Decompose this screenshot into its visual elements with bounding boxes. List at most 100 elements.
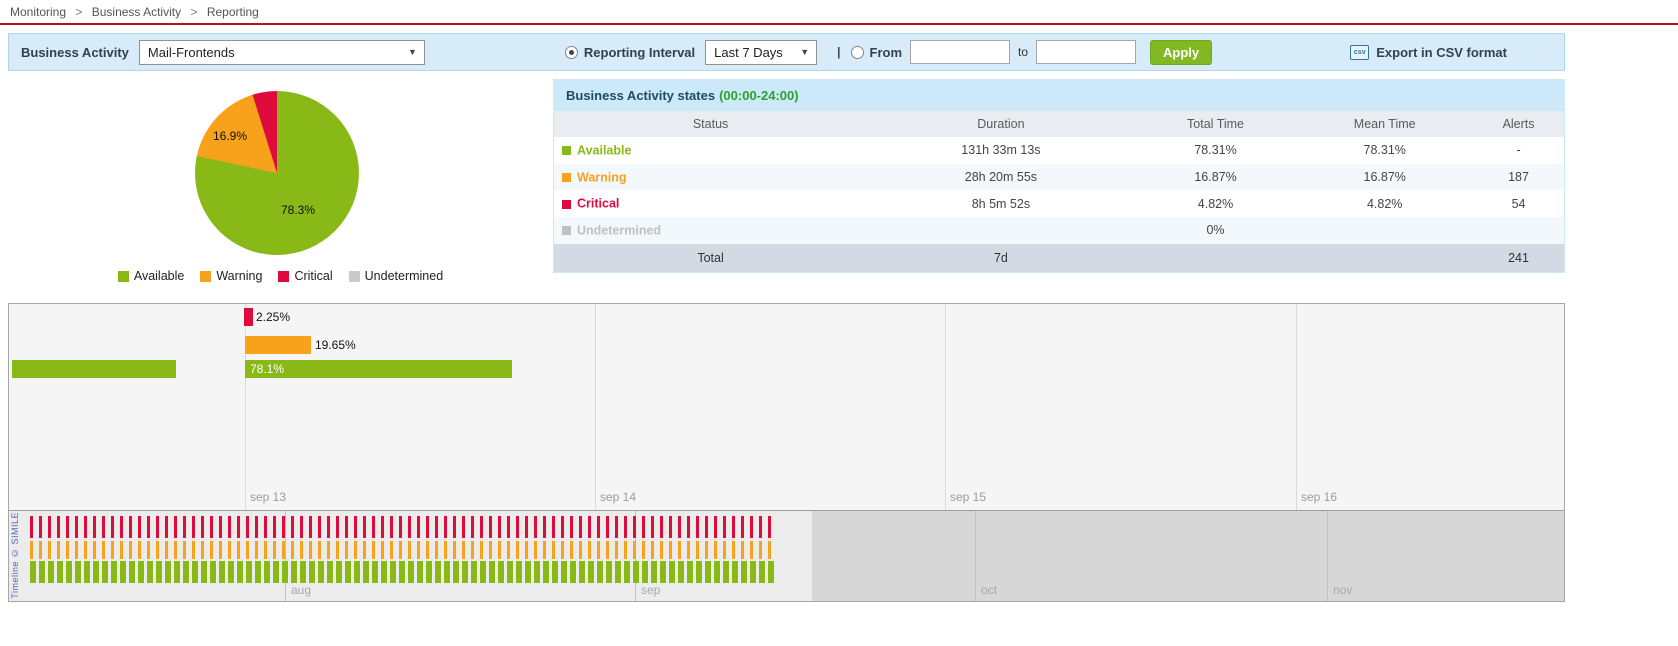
timeline-event-tick: [660, 561, 666, 583]
timeline-month-label: nov: [1333, 583, 1353, 597]
timeline-event-tick: [750, 541, 753, 559]
reporting-interval-radio[interactable]: [564, 45, 578, 59]
total-time-value: 78.31%: [1194, 143, 1237, 158]
timeline-event-tick: [723, 541, 726, 559]
timeline-event-tick: [147, 541, 150, 559]
timeline-bar-warning: [245, 336, 311, 354]
timeline-event-tick: [156, 516, 159, 538]
timeline-event-tick: [381, 561, 387, 583]
timeline-event-tick: [525, 561, 531, 583]
status-label: Critical: [577, 197, 620, 212]
status-swatch-available: [562, 146, 571, 156]
breadcrumb: Monitoring > Business Activity > Reporti…: [0, 0, 1678, 23]
apply-button[interactable]: Apply: [1150, 39, 1213, 65]
breadcrumb-reporting[interactable]: Reporting: [206, 5, 259, 19]
timeline-event-tick: [696, 561, 702, 583]
business-activity-label: Business Activity: [21, 44, 129, 60]
timeline-event-tick: [66, 561, 72, 583]
timeline-event-tick: [750, 561, 756, 583]
col-total-time: Total Time: [1134, 111, 1297, 137]
timeline-event-tick: [507, 561, 513, 583]
timeline-event-tick: [57, 561, 63, 583]
duration-value: [867, 217, 1135, 244]
timeline-event-tick: [651, 541, 654, 559]
timeline-event-tick: [237, 561, 243, 583]
timeline-event-tick: [282, 516, 285, 538]
legend-item-critical: Critical: [278, 269, 333, 283]
timeline-overview-band[interactable]: Timeline © SIMILE aug sep oct nov: [9, 510, 1564, 601]
timeline-event-tick: [570, 516, 573, 538]
timeline-event-tick: [138, 561, 144, 583]
to-date-input[interactable]: [1036, 40, 1137, 64]
timeline-event-tick: [678, 541, 681, 559]
timeline-event-tick: [39, 541, 42, 559]
timeline-event-tick: [462, 541, 465, 559]
timeline-event-tick: [471, 561, 477, 583]
timeline-event-tick: [219, 561, 225, 583]
timeline-event-tick: [327, 541, 330, 559]
timeline-event-tick: [93, 561, 99, 583]
timeline-event-tick: [399, 516, 402, 538]
timeline-event-tick: [426, 541, 429, 559]
timeline-event-tick: [597, 516, 600, 538]
timeline-event-tick: [678, 516, 681, 538]
timeline-event-tick: [201, 516, 204, 538]
total-time-value: 0%: [1134, 217, 1297, 244]
timeline-event-tick: [372, 561, 378, 583]
timeline-event-tick: [273, 541, 276, 559]
business-activity-select[interactable]: Mail-Frontends ▼: [138, 39, 425, 65]
mean-time-value: 4.82%: [1366, 196, 1403, 211]
from-date-input[interactable]: [910, 40, 1011, 64]
states-panel-title: Business Activity states (00:00-24:00): [554, 80, 1564, 111]
timeline-event-tick: [543, 561, 549, 583]
timeline-event-tick: [345, 561, 351, 583]
breadcrumb-separator: >: [190, 5, 198, 19]
timeline-event-tick: [147, 561, 153, 583]
status-swatch-critical: [562, 199, 571, 209]
breadcrumb-business-activity[interactable]: Business Activity: [91, 5, 182, 19]
legend-item-undetermined: Undetermined: [348, 269, 443, 283]
timeline-month-gridline: [1327, 511, 1328, 601]
timeline-event-tick: [201, 541, 204, 559]
timeline-event-tick: [516, 516, 519, 538]
timeline-event-tick: [129, 516, 132, 538]
timeline-event-tick: [264, 561, 270, 583]
timeline-event-tick: [156, 561, 162, 583]
timeline-event-tick: [606, 516, 609, 538]
timeline-event-tick: [246, 516, 249, 538]
timeline-event-tick: [669, 561, 675, 583]
timeline-event-tick: [309, 516, 312, 538]
timeline-event-tick: [354, 541, 357, 559]
timeline-event-tick: [345, 516, 348, 538]
timeline-month-label: sep: [641, 583, 661, 597]
timeline-event-tick: [741, 561, 747, 583]
legend-swatch-available: [117, 270, 129, 282]
timeline-event-tick: [768, 561, 774, 583]
timeline-event-tick: [588, 541, 591, 559]
reporting-interval-select[interactable]: Last 7 Days ▼: [705, 39, 818, 65]
timeline-event-tick: [39, 516, 42, 538]
export-csv-button[interactable]: csv Export in CSV format: [1350, 44, 1507, 60]
timeline-event-tick: [192, 561, 198, 583]
timeline-event-tick: [318, 516, 321, 538]
timeline-event-tick: [507, 516, 510, 538]
legend-swatch-warning: [200, 270, 212, 282]
timeline-event-tick: [516, 561, 522, 583]
custom-period-radio[interactable]: [850, 45, 864, 59]
timeline-event-tick: [174, 541, 177, 559]
mean-time-value: [1296, 217, 1474, 244]
legend-swatch-critical: [278, 270, 290, 282]
timeline-event-tick: [336, 516, 339, 538]
timeline-event-tick: [489, 516, 492, 538]
timeline-day-gridline: [595, 304, 596, 510]
timeline-event-tick: [192, 541, 195, 559]
total-duration: 7d: [867, 243, 1135, 272]
timeline-event-tick: [363, 561, 369, 583]
timeline-event-tick: [543, 516, 546, 538]
timeline-event-tick: [156, 541, 159, 559]
breadcrumb-monitoring[interactable]: Monitoring: [10, 5, 67, 19]
timeline-event-tick: [444, 516, 447, 538]
timeline-event-tick: [435, 561, 441, 583]
timeline-main-band[interactable]: 2.25% 19.65% 78.1% sep 13 sep 14 sep 15 sep…: [9, 304, 1564, 510]
timeline-event-tick: [633, 516, 636, 538]
